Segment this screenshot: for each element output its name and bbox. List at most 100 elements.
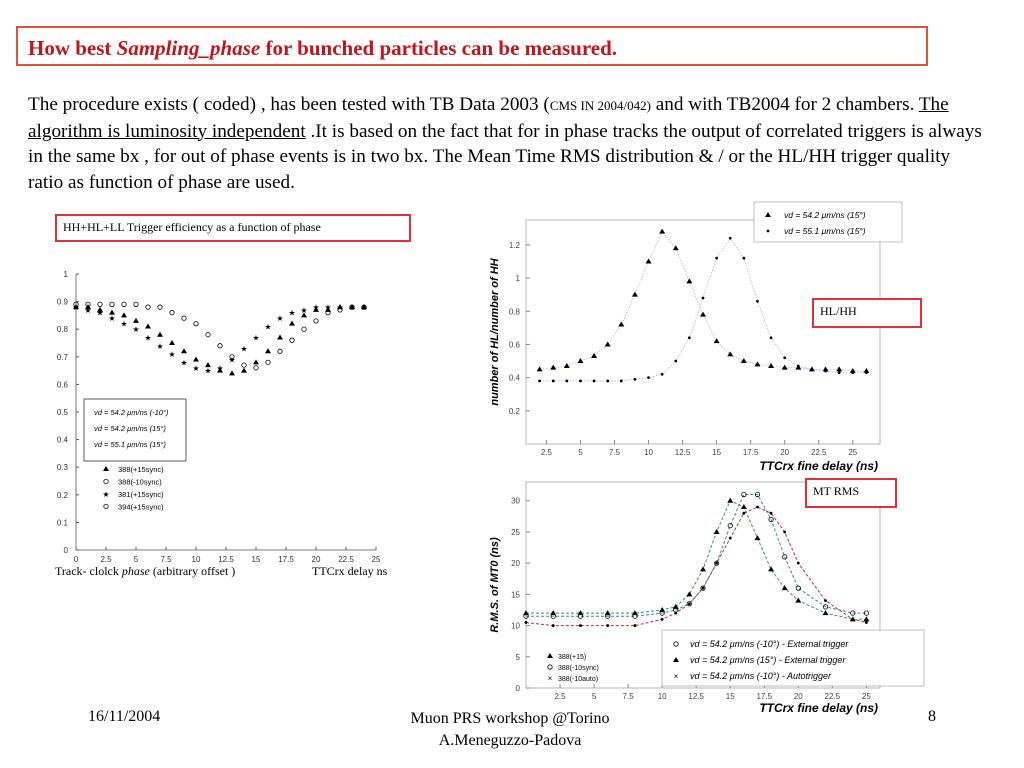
data-point	[121, 301, 127, 307]
data-point	[864, 371, 868, 375]
data-point	[754, 491, 761, 498]
footer-line1: Muon PRS workshop @Torino	[410, 710, 610, 727]
legend-entry: vd = 55.1 μm/ns (15°)	[94, 440, 166, 449]
data-point	[604, 610, 611, 616]
data-point	[361, 304, 367, 310]
data-point	[810, 367, 814, 371]
data-point	[133, 301, 139, 307]
data-point	[157, 331, 163, 337]
data-point	[686, 278, 693, 284]
data-point	[205, 362, 211, 368]
data-point	[265, 359, 271, 365]
data-point	[289, 320, 295, 326]
series-line	[526, 494, 867, 617]
efficiency-label-box: HH+HL+LL Trigger efficiency as a functio…	[55, 214, 411, 242]
y-tick-label: 0.4	[57, 436, 69, 445]
data-point	[714, 560, 720, 566]
x-tick-label: 2.5	[541, 448, 553, 457]
mt-rms-label: MT RMS	[813, 484, 860, 498]
data-point: ★	[276, 314, 283, 323]
data-point	[301, 312, 307, 318]
data-point	[700, 566, 706, 572]
efficiency-plot-area: 0 2.5 5 7.5 10 12.5 15 17.5 20 22.5 25 0 0.1 0.2 0.3 0.…	[57, 270, 381, 564]
data-point	[550, 613, 556, 619]
x-tick-label: 12.5	[688, 692, 704, 701]
data-point	[277, 334, 283, 340]
data-point: ★	[216, 364, 223, 373]
footer-center: Muon PRS workshop @Torino A.Meneguzzo-Pa…	[360, 708, 660, 752]
efficiency-label: HH+HL+LL Trigger efficiency as a functio…	[63, 220, 321, 234]
data-point: ★	[312, 303, 319, 312]
data-point: ★	[84, 306, 91, 315]
data-point	[783, 530, 787, 534]
data-point	[229, 354, 235, 360]
legend-entry: vd = 54.2 μm/ns (15°)	[94, 424, 166, 433]
data-point	[563, 363, 570, 369]
data-point	[631, 291, 638, 297]
data-point	[796, 364, 800, 368]
data-point	[850, 610, 856, 616]
y-tick-label: 1	[64, 270, 69, 279]
data-point	[727, 497, 734, 503]
x-tick-label: 20	[780, 448, 789, 457]
data-point: ★	[72, 303, 79, 312]
x-tick-label: 7.5	[623, 692, 635, 701]
data-point	[822, 366, 829, 372]
data-point	[253, 359, 259, 365]
y-tick-label: 0.3	[57, 463, 69, 472]
legend-box	[661, 629, 925, 687]
data-point	[740, 503, 747, 509]
data-point: ★	[204, 367, 211, 376]
data-point	[768, 363, 775, 369]
legend-entry: vd = 55.1 μm/ns (15°)	[784, 226, 866, 236]
data-point	[700, 585, 706, 591]
data-point	[181, 348, 187, 354]
data-point	[277, 348, 283, 354]
data-point	[795, 585, 801, 591]
data-point	[229, 370, 235, 376]
data-point: ★	[288, 309, 295, 318]
data-point	[837, 371, 841, 375]
footer-line2: A.Meneguzzo-Padova	[438, 732, 582, 749]
y-tick-label: 5	[516, 653, 521, 662]
body-text-1: The procedure exists ( coded) , has been…	[28, 94, 550, 115]
data-point	[822, 610, 829, 616]
legend-entry: vd = 54.2 μm/ns (-10°)	[94, 408, 169, 417]
data-point	[672, 245, 679, 251]
x-tick-label: 17.5	[278, 555, 294, 564]
legend-marker: ★	[102, 490, 109, 499]
left-xlabel-ttcrx-text: TTCrx delay ns	[312, 564, 388, 578]
data-point	[713, 338, 720, 344]
y-tick-label: 0.2	[57, 491, 69, 500]
legend-entry: 388(-10sync)	[118, 477, 162, 486]
x-tick-label: 22.5	[825, 692, 841, 701]
legend-marker	[103, 478, 109, 485]
hl-hh-label-box: HL/HH	[812, 298, 922, 328]
data-point	[660, 617, 664, 621]
data-point: ★	[264, 322, 271, 331]
data-point	[73, 301, 79, 307]
legend-entry: 388(+15sync)	[118, 465, 164, 474]
legend-box	[83, 398, 187, 462]
x-tick-label: 2.5	[100, 555, 112, 564]
data-point	[181, 315, 187, 321]
data-point	[645, 258, 652, 264]
x-tick-label: 20	[312, 555, 321, 564]
x-tick-label: 2.5	[554, 692, 566, 701]
legend-entry: 388(+15)	[558, 654, 586, 661]
data-point	[768, 566, 775, 572]
x-tick-label: 22.5	[811, 448, 827, 457]
x-tick-label: 15	[252, 555, 261, 564]
data-point	[301, 326, 307, 332]
y-tick-label: 0.1	[57, 518, 69, 527]
data-point	[781, 364, 788, 370]
data-point	[659, 610, 665, 616]
data-point	[538, 379, 542, 383]
legend-entry: 388(-10sync)	[558, 665, 599, 672]
hl-hh-plot-area: 2.5 5 7.5 10 12.5 15 17.5 20 22.5 25 0.2 0.4 0.6 0.8 1…	[489, 201, 903, 472]
data-point	[193, 356, 199, 362]
data-point	[632, 613, 638, 619]
data-point	[754, 535, 761, 541]
legend-marker	[103, 465, 109, 471]
body-paragraph: The procedure exists ( coded) , has been…	[28, 92, 988, 195]
